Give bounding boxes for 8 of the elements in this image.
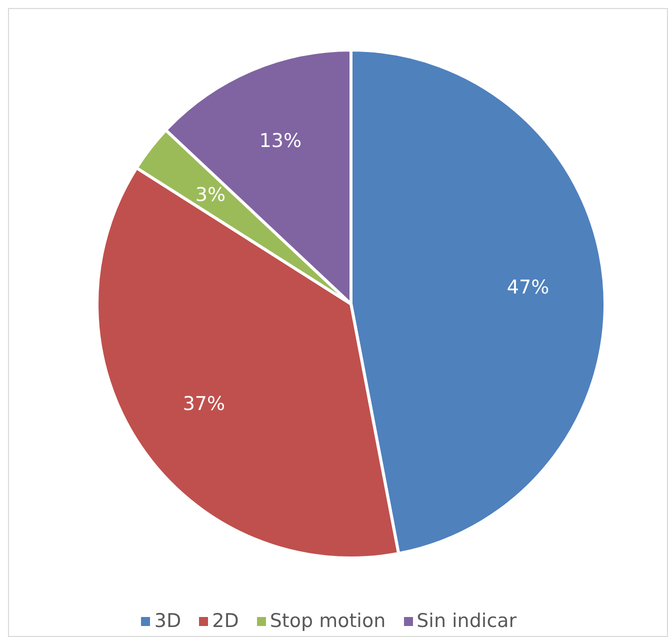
- data-label: 13%: [259, 130, 302, 152]
- data-label: 47%: [506, 276, 550, 298]
- legend-label: 2D: [212, 610, 239, 632]
- legend-label: 3D: [154, 610, 182, 632]
- data-label: 37%: [182, 392, 226, 415]
- legend-label: Sin indicar: [416, 610, 517, 632]
- data-label: 3%: [195, 184, 226, 206]
- legend-label: Stop motion: [270, 610, 386, 632]
